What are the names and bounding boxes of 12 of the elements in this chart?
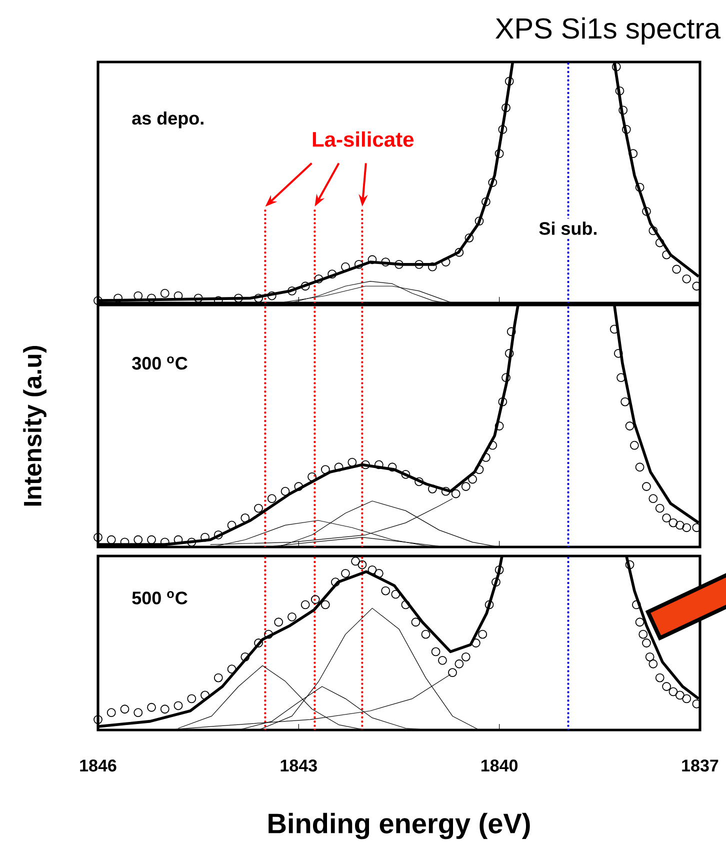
- annotation: 300 $^{o}$C: [132, 356, 188, 370]
- ref-line-label: Si sub.: [539, 222, 596, 235]
- x-axis-title: Binding energy (eV): [268, 812, 530, 840]
- y-axis-title: Intensity (a.u): [23, 346, 46, 506]
- x-tick-label: 1846: [80, 760, 116, 772]
- annotation: La-silicate: [312, 131, 414, 147]
- x-tick-label: 1840: [481, 760, 518, 772]
- annotation: as depo.: [132, 111, 204, 128]
- chart-title: XPS Si1s spectra: [496, 17, 720, 44]
- x-tick-label: 1837: [682, 760, 718, 772]
- annotation: 500 $^{o}$C: [132, 591, 188, 604]
- x-tick-label: 1843: [280, 760, 317, 772]
